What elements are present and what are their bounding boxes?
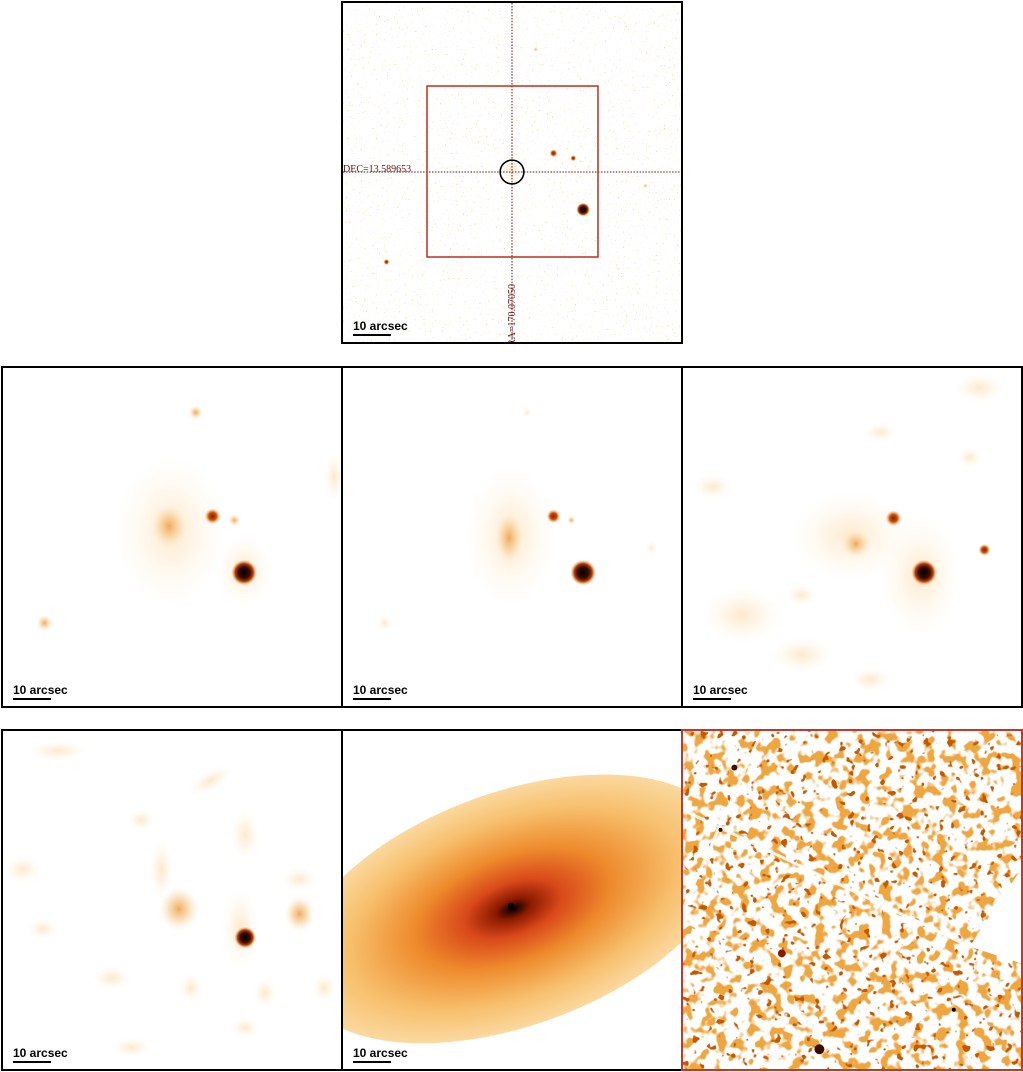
diffuse-emission	[284, 896, 315, 932]
noise-image	[683, 731, 1021, 1069]
scale-label: 10 arcsec	[693, 683, 748, 697]
diffuse-emission	[4, 855, 41, 884]
band-image-1	[36, 405, 341, 631]
scale-label: 10 arcsec	[353, 319, 408, 333]
band-panel-3: 10 arcsec	[681, 366, 1023, 708]
scale-bar-line	[353, 334, 391, 336]
overview-image	[343, 3, 681, 342]
diffuse-emission	[231, 1017, 259, 1038]
source-marker	[546, 509, 561, 524]
source-marker	[567, 516, 576, 525]
band-panel-4: 10 arcsec	[1, 729, 343, 1071]
noise-field	[683, 731, 1021, 1069]
diffuse-emission	[188, 765, 233, 796]
scale-label: 10 arcsec	[13, 1046, 68, 1060]
scale-bar: 10 arcsec	[693, 683, 748, 700]
source-marker	[36, 615, 53, 631]
source-marker	[234, 926, 257, 949]
host-source	[495, 512, 523, 564]
host-source	[159, 887, 199, 931]
scale-label: 10 arcsec	[13, 683, 68, 697]
chip-gap	[683, 731, 764, 910]
host-galaxy	[343, 774, 681, 1044]
noise-panel	[681, 729, 1023, 1071]
diffuse-emission	[127, 810, 156, 830]
scale-bar: 10 arcsec	[353, 683, 408, 700]
overview-panel: DEC=13.589653 RA=170.07050 10 arcsec	[341, 1, 683, 344]
target-circle	[499, 159, 525, 185]
source-marker	[570, 155, 577, 162]
host-source	[842, 530, 870, 558]
scale-bar-line	[353, 698, 391, 700]
diffuse-emission	[253, 978, 277, 1008]
diffuse-emission	[324, 452, 341, 502]
host-galaxy-panel: 10 arcsec	[341, 729, 683, 1071]
source-marker	[188, 405, 203, 420]
diffuse-emission	[178, 973, 203, 1003]
diffuse-emission	[954, 372, 1005, 403]
chip-gap	[683, 808, 971, 948]
source-marker	[911, 559, 937, 586]
scale-bar-line	[13, 698, 51, 700]
diffuse-emission	[111, 1037, 152, 1058]
band-panel-2: 10 arcsec	[341, 366, 683, 708]
source-marker	[204, 508, 221, 525]
diffuse-emission	[312, 974, 337, 1002]
diffuse-emission	[281, 867, 318, 892]
ra-label: RA=170.07050	[507, 283, 518, 344]
diffuse-emission	[27, 740, 88, 761]
source-marker	[642, 183, 648, 189]
dec-label: DEC=13.589653	[343, 164, 412, 175]
source-marker	[383, 258, 390, 265]
source-marker	[885, 510, 902, 527]
source-marker	[731, 764, 738, 771]
source-marker	[978, 543, 991, 556]
host-galaxy-image	[343, 774, 681, 1044]
source-marker	[533, 46, 539, 52]
source-marker	[549, 149, 558, 158]
diffuse-emission	[91, 966, 132, 990]
scale-bar-line	[13, 1061, 51, 1063]
scale-bar: 10 arcsec	[353, 319, 408, 336]
source-marker	[576, 202, 591, 217]
scale-label: 10 arcsec	[353, 1046, 408, 1060]
diffuse-emission	[786, 585, 817, 606]
source-marker	[645, 541, 658, 554]
diffuse-emission	[692, 474, 733, 499]
band-panel-1: 10 arcsec	[1, 366, 343, 708]
source-marker	[777, 949, 786, 958]
diffuse-emission	[771, 636, 832, 673]
source-marker	[231, 559, 257, 586]
scale-bar: 10 arcsec	[353, 1046, 408, 1063]
source-marker	[521, 407, 532, 418]
band-image-3	[692, 372, 1005, 692]
scale-bar: 10 arcsec	[13, 1046, 68, 1063]
source-marker	[570, 559, 597, 586]
host-source	[151, 504, 187, 548]
source-marker	[718, 827, 723, 832]
scale-label: 10 arcsec	[353, 683, 408, 697]
zoom-box	[426, 85, 599, 258]
diffuse-emission	[27, 918, 58, 939]
diffuse-emission	[231, 810, 259, 860]
source-marker	[951, 1007, 956, 1012]
diffuse-emission	[865, 422, 896, 443]
diffuse-emission	[851, 667, 891, 692]
diffuse-emission	[149, 839, 173, 900]
source-marker	[814, 1044, 825, 1055]
source-marker	[377, 616, 392, 630]
band-image-2	[377, 407, 658, 630]
scale-bar: 10 arcsec	[13, 683, 68, 700]
source-marker	[228, 514, 241, 527]
scale-bar-line	[353, 1061, 391, 1063]
band-image-4	[4, 740, 337, 1058]
scale-bar-line	[693, 698, 731, 700]
diffuse-emission	[957, 447, 982, 467]
diffuse-emission	[702, 587, 782, 643]
galaxy-nucleus	[508, 902, 514, 909]
